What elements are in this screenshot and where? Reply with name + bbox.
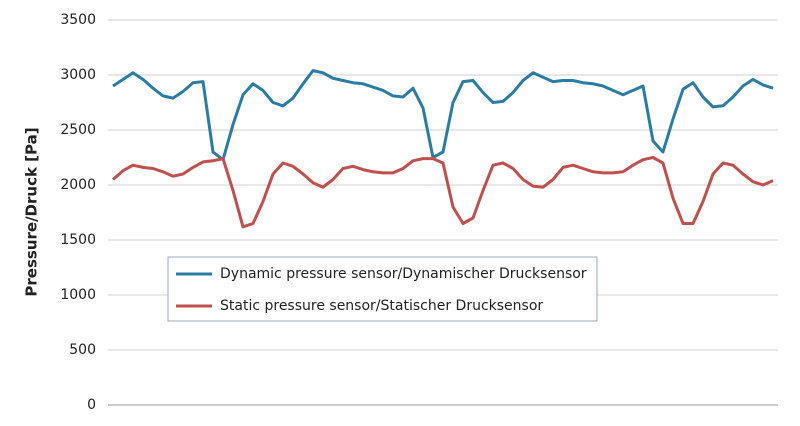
y-tick-label: 1500 [60,232,96,248]
series-line [112,69,774,162]
y-tick-label: 500 [69,342,96,358]
y-tick-label: 3000 [60,67,96,83]
legend-label: Static pressure sensor/Statischer Drucks… [220,298,543,314]
series-line [112,156,774,229]
y-tick-label: 1000 [60,287,96,303]
legend-label: Dynamic pressure sensor/Dynamischer Druc… [220,266,587,282]
y-tick-label: 3500 [60,12,96,28]
y-tick-label: 0 [87,397,96,413]
legend-box [167,256,598,322]
y-axis-label: Pressure/Druck [Pa] [23,127,41,296]
y-tick-label: 2500 [60,122,96,138]
y-tick-label: 2000 [60,177,96,193]
